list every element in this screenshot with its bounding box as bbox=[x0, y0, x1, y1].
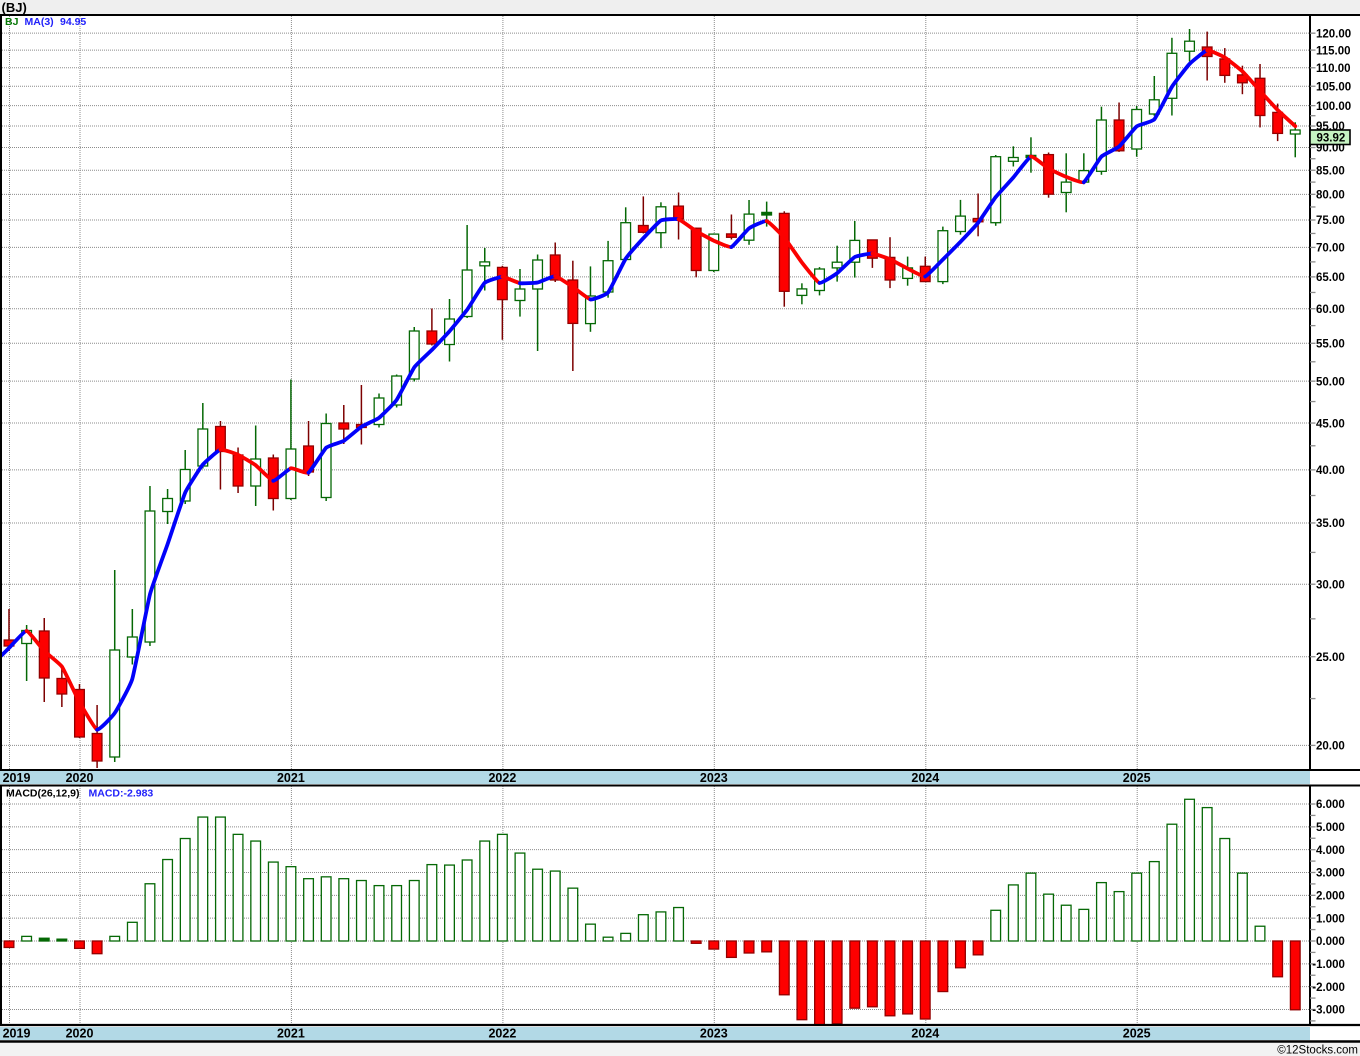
svg-text:2.000: 2.000 bbox=[1316, 891, 1345, 903]
svg-text:©12Stocks.com: ©12Stocks.com bbox=[1277, 1045, 1358, 1056]
svg-text:5.000: 5.000 bbox=[1316, 822, 1345, 834]
svg-text:2020: 2020 bbox=[66, 1027, 94, 1041]
svg-text:94.95: 94.95 bbox=[60, 16, 86, 28]
svg-text:-3.000: -3.000 bbox=[1312, 1005, 1345, 1017]
svg-text:-1.000: -1.000 bbox=[1312, 959, 1345, 971]
svg-text:75.00: 75.00 bbox=[1316, 215, 1345, 227]
svg-text:2024: 2024 bbox=[911, 771, 939, 785]
svg-text:2023: 2023 bbox=[700, 771, 728, 785]
svg-text:93.92: 93.92 bbox=[1317, 133, 1346, 145]
svg-text:2024: 2024 bbox=[911, 1027, 939, 1041]
svg-text:6.000: 6.000 bbox=[1316, 799, 1345, 811]
svg-text:2019: 2019 bbox=[3, 771, 31, 785]
svg-text:100.00: 100.00 bbox=[1316, 101, 1351, 113]
svg-text:2025: 2025 bbox=[1123, 771, 1151, 785]
svg-text:4.000: 4.000 bbox=[1316, 845, 1345, 857]
svg-text:2022: 2022 bbox=[488, 1027, 516, 1041]
svg-text:120.00: 120.00 bbox=[1316, 28, 1351, 40]
svg-text:35.00: 35.00 bbox=[1316, 518, 1345, 530]
svg-text:2023: 2023 bbox=[700, 1027, 728, 1041]
svg-text:1.000: 1.000 bbox=[1316, 913, 1345, 925]
svg-text:2021: 2021 bbox=[277, 771, 305, 785]
svg-text:MA(3): MA(3) bbox=[25, 16, 54, 28]
svg-text:MACD(26,12,9): MACD(26,12,9) bbox=[6, 788, 80, 800]
svg-text:85.00: 85.00 bbox=[1316, 165, 1345, 177]
svg-text:2022: 2022 bbox=[488, 771, 516, 785]
svg-text:2020: 2020 bbox=[66, 771, 94, 785]
svg-text:(BJ): (BJ) bbox=[2, 0, 27, 15]
svg-text:50.00: 50.00 bbox=[1316, 376, 1345, 388]
svg-text:2019: 2019 bbox=[3, 1027, 31, 1041]
svg-text:25.00: 25.00 bbox=[1316, 652, 1345, 664]
svg-text:115.00: 115.00 bbox=[1316, 45, 1351, 57]
svg-text:70.00: 70.00 bbox=[1316, 243, 1345, 255]
svg-text:60.00: 60.00 bbox=[1316, 304, 1345, 316]
svg-text:3.000: 3.000 bbox=[1316, 868, 1345, 880]
svg-text:MACD:-2.983: MACD:-2.983 bbox=[89, 788, 154, 800]
svg-text:55.00: 55.00 bbox=[1316, 338, 1345, 350]
svg-text:BJ: BJ bbox=[5, 16, 19, 28]
svg-text:40.00: 40.00 bbox=[1316, 465, 1345, 477]
svg-text:105.00: 105.00 bbox=[1316, 81, 1351, 93]
svg-text:90.00: 90.00 bbox=[1316, 143, 1345, 155]
svg-text:2021: 2021 bbox=[277, 1027, 305, 1041]
svg-text:30.00: 30.00 bbox=[1316, 579, 1345, 591]
svg-text:-2.000: -2.000 bbox=[1312, 982, 1345, 994]
svg-text:2025: 2025 bbox=[1123, 1027, 1151, 1041]
svg-text:45.00: 45.00 bbox=[1316, 418, 1345, 430]
svg-text:80.00: 80.00 bbox=[1316, 190, 1345, 202]
svg-text:20.00: 20.00 bbox=[1316, 741, 1345, 753]
svg-text:0.000: 0.000 bbox=[1316, 936, 1345, 948]
svg-text:65.00: 65.00 bbox=[1316, 272, 1345, 284]
svg-text:110.00: 110.00 bbox=[1316, 63, 1351, 75]
